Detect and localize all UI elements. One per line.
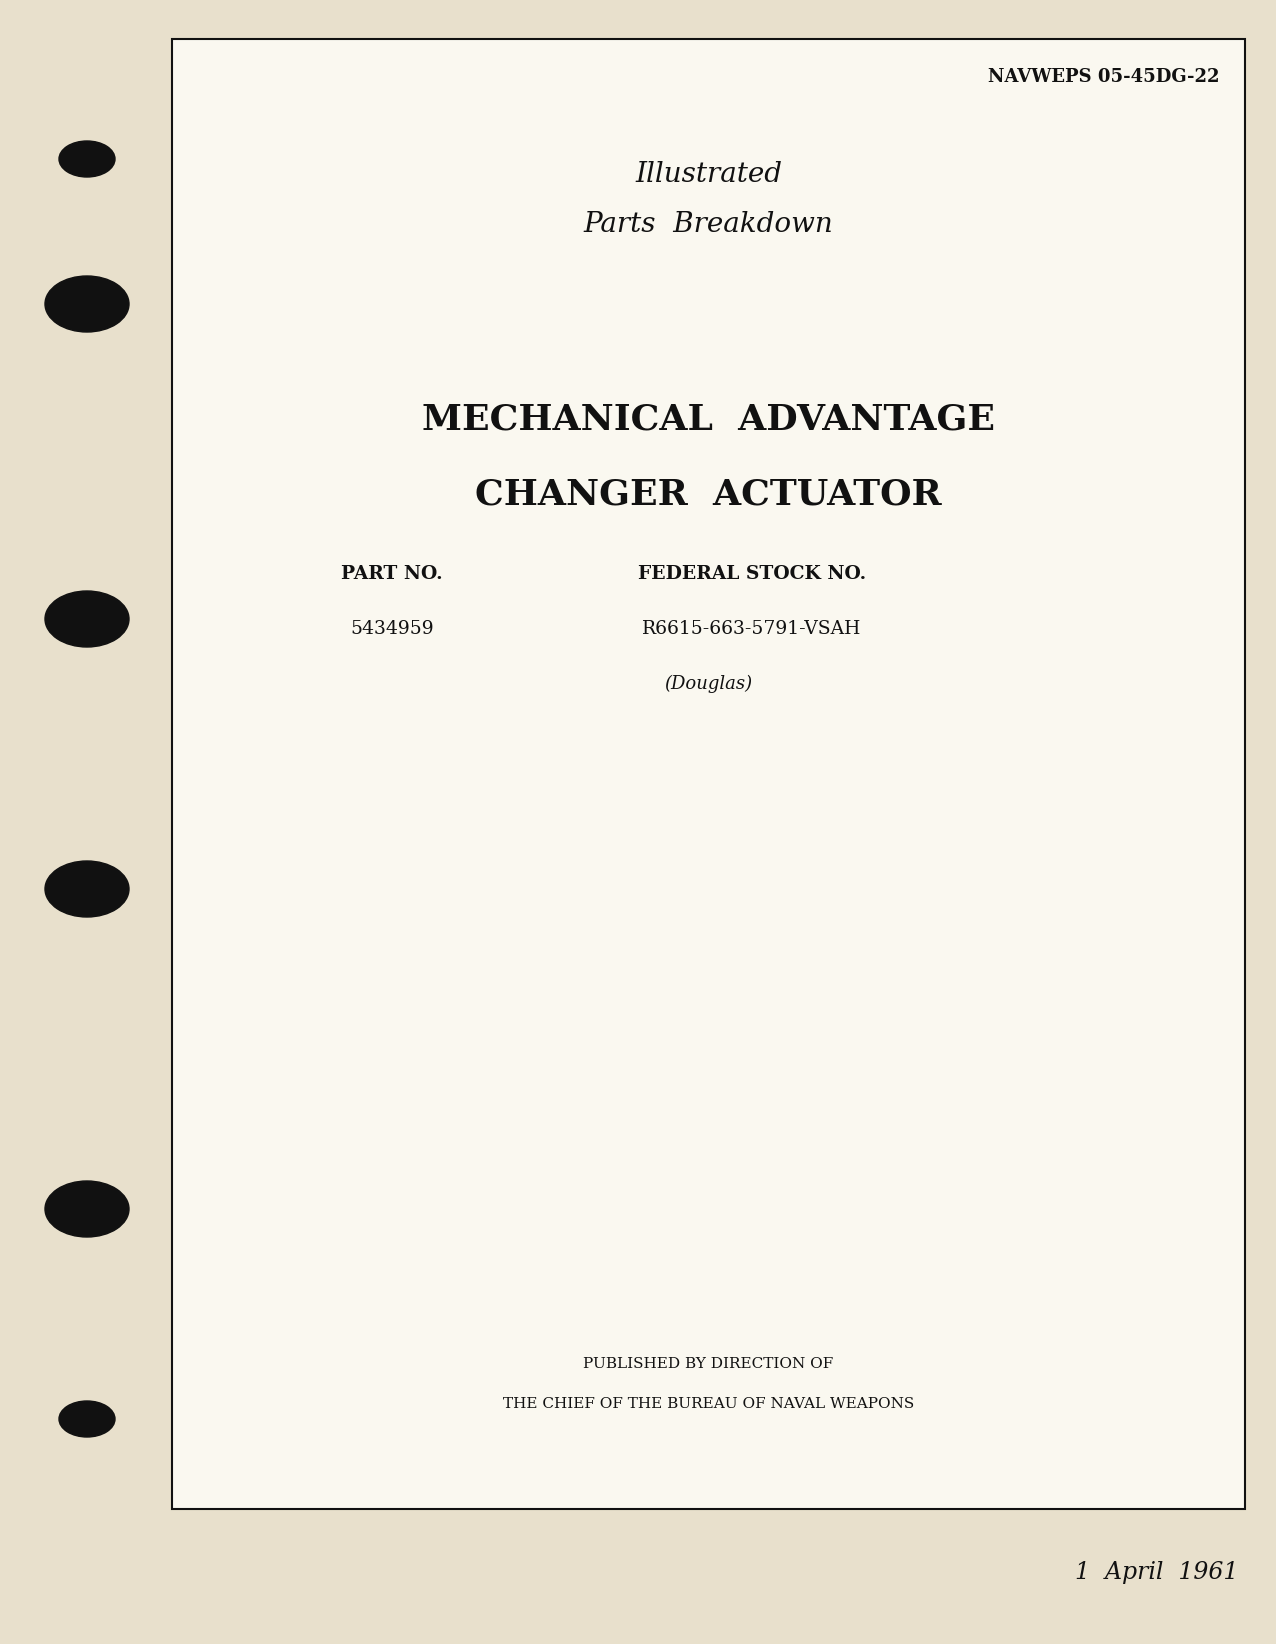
- Text: FEDERAL STOCK NO.: FEDERAL STOCK NO.: [638, 566, 866, 584]
- Ellipse shape: [45, 861, 129, 917]
- Text: CHANGER  ACTUATOR: CHANGER ACTUATOR: [475, 477, 942, 511]
- Text: NAVWEPS 05-45DG-22: NAVWEPS 05-45DG-22: [989, 67, 1220, 85]
- Bar: [172, 39, 1245, 1509]
- Text: (Douglas): (Douglas): [665, 676, 753, 694]
- Text: 1  April  1961: 1 April 1961: [1074, 1560, 1238, 1583]
- Text: Illustrated: Illustrated: [635, 161, 782, 187]
- Text: Parts  Breakdown: Parts Breakdown: [583, 210, 833, 237]
- Text: PUBLISHED BY DIRECTION OF: PUBLISHED BY DIRECTION OF: [583, 1356, 833, 1371]
- Ellipse shape: [59, 141, 115, 178]
- Text: THE CHIEF OF THE BUREAU OF NAVAL WEAPONS: THE CHIEF OF THE BUREAU OF NAVAL WEAPONS: [503, 1397, 914, 1411]
- Ellipse shape: [45, 590, 129, 648]
- Text: PART NO.: PART NO.: [341, 566, 443, 584]
- Text: 5434959: 5434959: [350, 620, 434, 638]
- Ellipse shape: [59, 1401, 115, 1437]
- Text: MECHANICAL  ADVANTAGE: MECHANICAL ADVANTAGE: [422, 403, 995, 436]
- Ellipse shape: [45, 276, 129, 332]
- Ellipse shape: [45, 1180, 129, 1236]
- Text: R6615-663-5791-VSAH: R6615-663-5791-VSAH: [642, 620, 861, 638]
